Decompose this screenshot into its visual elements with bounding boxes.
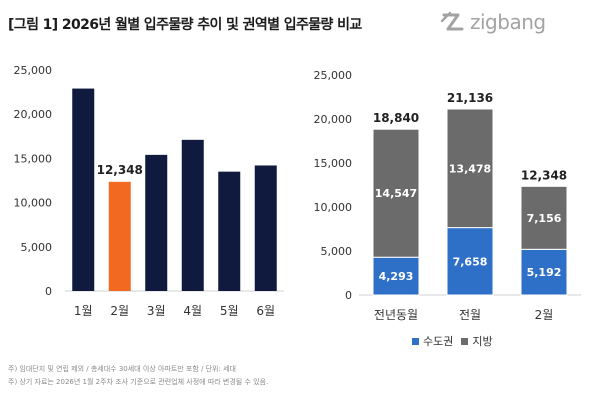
- data-label: 12,348: [97, 163, 143, 177]
- zigbang-logo-icon: [440, 11, 464, 31]
- monthly-supply-chart: 0 5,000 10,000 15,000 20,000 25,000 1월 2월 12,348…: [14, 64, 284, 318]
- legend-label-capital: 수도권: [423, 335, 454, 348]
- legend-swatch-regional: [461, 337, 469, 345]
- y-tick-label: 20,000: [14, 108, 53, 121]
- bar-segment-regional: [372, 128, 420, 258]
- logo-wordmark: zigbang: [470, 10, 546, 34]
- regional-comparison-chart: 0 5,000 10,000 15,000 20,000 25,000 4,293 14,54…: [314, 69, 581, 322]
- segment-label: 4,293: [379, 270, 414, 283]
- zigbang-logo: zigbang: [440, 10, 546, 34]
- x-tick-label: 전월: [459, 308, 481, 322]
- legend-item-regional: 지방: [461, 333, 493, 349]
- bar-4: [181, 139, 204, 291]
- x-tick-label: 전년동월: [374, 308, 418, 322]
- segment-label: 14,547: [375, 187, 417, 200]
- total-label: 18,840: [373, 111, 419, 125]
- y-tick-label: 15,000: [314, 157, 353, 170]
- bar-6: [254, 165, 277, 291]
- segment-label: 5,192: [527, 266, 562, 279]
- y-tick-label: 25,000: [14, 64, 53, 77]
- bar-segment-capital: [446, 227, 494, 296]
- figure-title: [그림 1] 2026년 월별 입주물량 추이 및 권역별 입주물량 비교: [8, 17, 362, 33]
- x-tick-label: 2월: [535, 308, 554, 322]
- y-tick-label: 5,000: [321, 245, 353, 258]
- x-tick-label: 4월: [183, 304, 202, 318]
- segment-label: 7,156: [527, 212, 562, 225]
- bar-5: [218, 171, 241, 291]
- chart-legend: 수도권 지방: [412, 333, 501, 349]
- x-tick-label: 2월: [110, 304, 129, 318]
- y-tick-label: 10,000: [314, 201, 353, 214]
- total-label: 12,348: [521, 168, 567, 182]
- segment-label: 13,478: [449, 162, 491, 175]
- total-label: 21,136: [447, 91, 493, 105]
- y-tick-label: 0: [45, 285, 52, 298]
- y-tick-label: 20,000: [314, 113, 353, 126]
- bar-segment-regional: [520, 185, 568, 250]
- legend-label-regional: 지방: [472, 335, 493, 348]
- x-tick-label: 1월: [74, 304, 93, 318]
- segment-label: 7,658: [453, 255, 488, 268]
- x-tick-label: 3월: [147, 304, 166, 318]
- bar-segment-capital: [372, 256, 420, 296]
- bar-segment-regional: [446, 108, 494, 229]
- bar-segment-capital: [520, 248, 568, 296]
- legend-swatch-capital: [412, 337, 419, 345]
- x-tick-label: 6월: [256, 304, 275, 318]
- y-tick-label: 15,000: [14, 152, 53, 165]
- footnote-1: 주) 임대단지 및 연립 제외 / 총세대수 30세대 이상 아파트만 포함 /…: [8, 365, 236, 373]
- bar-1: [72, 88, 95, 291]
- y-tick-label: 10,000: [14, 197, 53, 210]
- legend-item-capital: 수도권: [412, 333, 453, 349]
- y-tick-label: 25,000: [314, 69, 353, 82]
- y-tick-label: 5,000: [21, 241, 53, 254]
- bar-3: [145, 154, 168, 291]
- footnote-2: 주) 상기 자료는 2026년 1월 2주차 조사 기준으로 관련업체 사정에 …: [8, 378, 269, 386]
- y-tick-label: 0: [345, 289, 352, 302]
- bar-2: [108, 181, 131, 291]
- x-tick-label: 5월: [220, 304, 239, 318]
